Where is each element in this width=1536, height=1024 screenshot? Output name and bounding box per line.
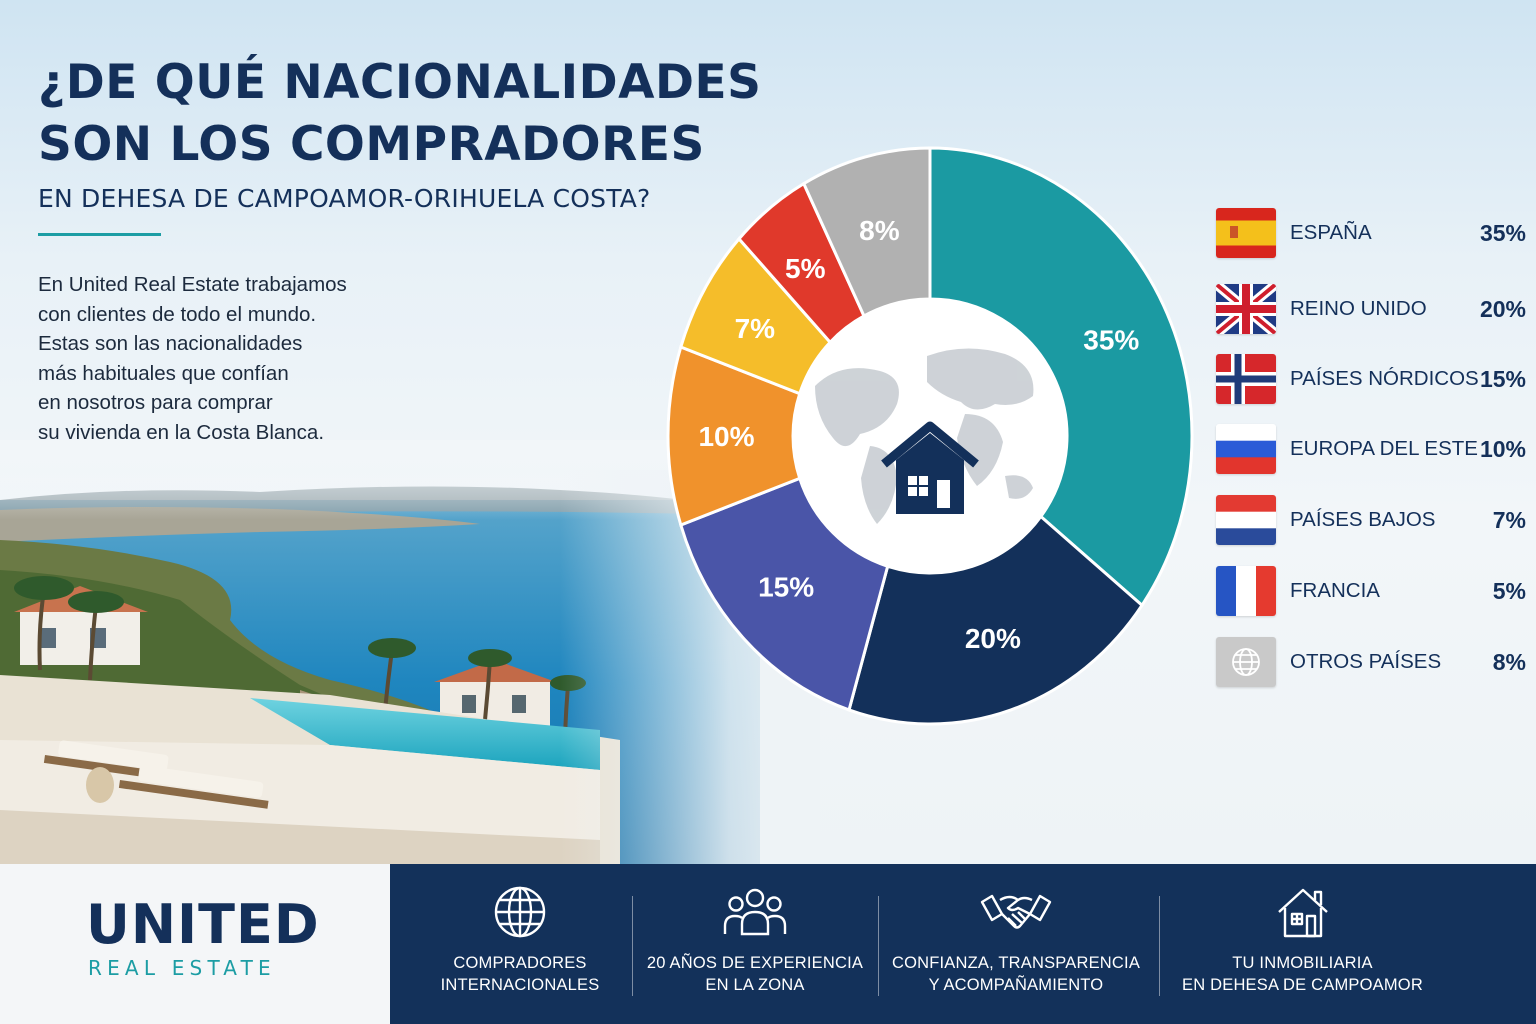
- legend-label: REINO UNIDO: [1290, 297, 1427, 320]
- intro-line: su vivienda en la Costa Blanca.: [38, 420, 325, 444]
- donut-slice-label: 7%: [735, 313, 776, 344]
- legend-item-paises-nordicos: PAÍSES NÓRDICOS 15%: [1216, 354, 1526, 404]
- spain-flag-icon: [1216, 208, 1276, 258]
- footer-divider: [1159, 896, 1160, 996]
- title-line-2: SON LOS COMPRADORES: [38, 117, 705, 172]
- intro-line: en nosotros para comprar: [38, 391, 273, 414]
- donut-slice-label: 10%: [698, 421, 754, 452]
- handshake-icon: [980, 884, 1052, 945]
- nationalities-donut-chart: 35% 20% 15% 10% 7% 5% 8%: [665, 146, 1195, 726]
- legend-value: 5%: [1492, 577, 1526, 604]
- feature-experience: 20 AÑOS DE EXPERIENCIA EN LA ZONA: [645, 864, 865, 1024]
- legend-value: 7%: [1492, 506, 1526, 533]
- legend-item-otros-paises: OTROS PAÍSES 8%: [1216, 637, 1526, 687]
- house-icon: [1275, 884, 1331, 945]
- russia-flag-icon: [1216, 424, 1276, 474]
- donut-slice-label: 8%: [859, 215, 900, 246]
- footer-divider: [878, 896, 879, 996]
- legend-value: 8%: [1492, 648, 1526, 675]
- legend-value: 35%: [1479, 219, 1526, 246]
- legend-item-reino-unido: REINO UNIDO 20%: [1216, 284, 1526, 334]
- legend-item-europa-del-este: EUROPA DEL ESTE 10%: [1216, 424, 1526, 474]
- donut-slice-label: 20%: [965, 623, 1021, 654]
- brand-logo-subtitle: REAL ESTATE: [88, 956, 276, 980]
- feature-line: 20 AÑOS DE EXPERIENCIA: [646, 954, 864, 972]
- feature-line: EN LA ZONA: [705, 976, 805, 994]
- feature-international-buyers: COMPRADORES INTERNACIONALES: [410, 864, 630, 1024]
- legend-item-espana: ESPAÑA 35%: [1216, 208, 1526, 258]
- intro-line: más habituales que confían: [38, 361, 289, 385]
- legend-label: FRANCIA: [1290, 579, 1380, 602]
- title-line-1: ¿DE QUÉ NACIONALIDADES: [38, 55, 762, 110]
- feature-line: EN DEHESA DE CAMPOAMOR: [1182, 976, 1423, 994]
- legend-value: 20%: [1479, 295, 1526, 322]
- legend-item-paises-bajos: PAÍSES BAJOS 7%: [1216, 495, 1526, 545]
- legend-value: 10%: [1479, 435, 1526, 462]
- footer-logo-panel: [0, 864, 390, 1024]
- intro-line: En United Real Estate trabajamos: [38, 273, 347, 296]
- accent-rule: [38, 233, 161, 236]
- feature-line: INTERNACIONALES: [440, 976, 600, 994]
- people-group-icon: [722, 884, 788, 945]
- intro-line: con clientes de todo el mundo.: [38, 302, 317, 326]
- brand-logo: UNITED: [86, 893, 320, 956]
- france-flag-icon: [1216, 566, 1276, 616]
- page-title: ¿DE QUÉ NACIONALIDADES SON LOS COMPRADOR…: [38, 52, 798, 176]
- feature-line: CONFIANZA, TRANSPARENCIA: [891, 954, 1141, 972]
- legend-label: ESPAÑA: [1290, 221, 1372, 244]
- intro-line: Estas son las nacionalidades: [38, 332, 303, 355]
- legend-label: PAÍSES BAJOS: [1290, 508, 1436, 531]
- globe-icon: [1216, 637, 1276, 687]
- feature-local-agency: TU INMOBILIARIA EN DEHESA DE CAMPOAMOR: [1175, 864, 1430, 1024]
- feature-line: COMPRADORES: [453, 954, 587, 972]
- page-subtitle: EN DEHESA DE CAMPOAMOR-ORIHUELA COSTA?: [38, 184, 651, 213]
- legend-value: 15%: [1479, 365, 1526, 392]
- house-on-world-map-icon: [815, 348, 1034, 524]
- donut-slice-label: 15%: [758, 571, 814, 602]
- legend-label: EUROPA DEL ESTE: [1290, 437, 1478, 460]
- footer-divider: [632, 896, 633, 996]
- uk-flag-icon: [1216, 284, 1276, 334]
- footer-features-bar: [390, 864, 1536, 1024]
- donut-slice-label: 35%: [1083, 325, 1139, 356]
- legend-label: OTROS PAÍSES: [1290, 650, 1442, 673]
- feature-line: TU INMOBILIARIA: [1232, 954, 1373, 972]
- feature-trust: CONFIANZA, TRANSPARENCIA Y ACOMPAÑAMIENT…: [890, 864, 1142, 1024]
- intro-text: En United Real Estate trabajamos con cli…: [38, 270, 398, 447]
- netherlands-flag-icon: [1216, 495, 1276, 545]
- legend-label: PAÍSES NÓRDICOS: [1290, 367, 1479, 390]
- norway-flag-icon: [1216, 354, 1276, 404]
- globe-icon: [492, 884, 548, 945]
- donut-slice-label: 5%: [785, 253, 826, 284]
- legend-item-francia: FRANCIA 5%: [1216, 566, 1526, 616]
- feature-line: Y ACOMPAÑAMIENTO: [928, 976, 1104, 994]
